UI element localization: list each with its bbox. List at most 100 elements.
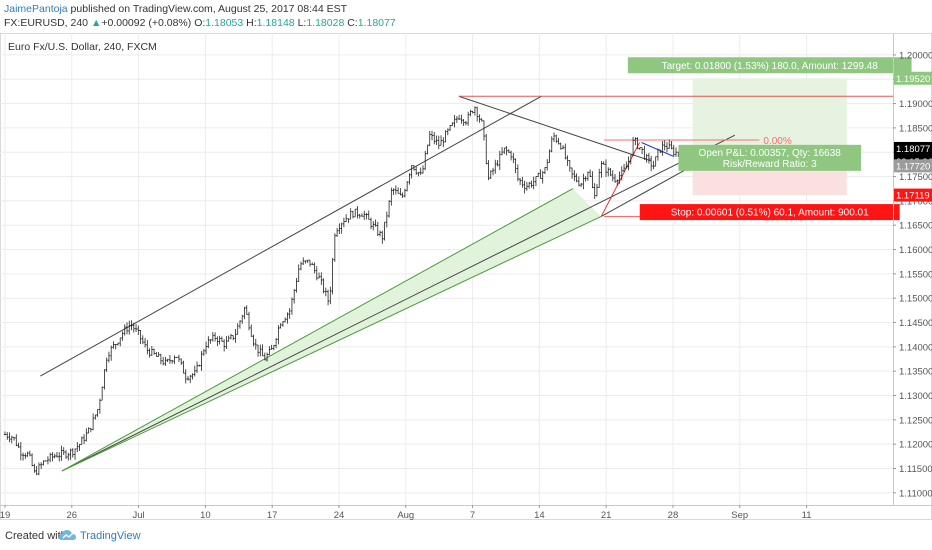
candle <box>498 150 501 171</box>
candle <box>645 153 648 163</box>
candle <box>89 427 92 433</box>
candle <box>345 214 348 223</box>
candle <box>268 346 271 356</box>
candle <box>195 361 199 374</box>
candle <box>369 217 373 230</box>
candle <box>148 348 151 358</box>
candle <box>374 219 377 227</box>
x-tick-label: 24 <box>334 510 345 520</box>
candle <box>446 128 449 136</box>
candle <box>500 147 504 156</box>
candle <box>189 374 192 384</box>
time-axis[interactable]: 19 26 Jul 10 17 24 Aug 7 14 21 28 Sep 11 <box>0 505 811 521</box>
candle <box>31 453 34 467</box>
y-tick-label: 1.17000 <box>899 196 932 207</box>
price-axis[interactable]: 1.200001.195001.190001.185001.180001.175… <box>893 50 932 499</box>
candle <box>299 261 303 271</box>
candle <box>656 148 660 161</box>
x-tick-label: 7 <box>470 510 475 520</box>
candle <box>216 336 219 347</box>
candle <box>259 344 262 357</box>
candle <box>232 335 235 341</box>
y-tick-label: 1.16000 <box>899 245 932 256</box>
candle <box>356 206 359 219</box>
candle <box>552 132 556 142</box>
chart-area[interactable]: 0.00%100.00%Target: 0.01800 (1.53%) 180.… <box>0 33 932 521</box>
candle <box>458 114 461 120</box>
target-label: Target: 0.01800 (1.53%) 180.0, Amount: 1… <box>662 61 879 72</box>
candle <box>340 222 343 234</box>
candle <box>403 188 406 198</box>
author-link[interactable]: JaimePantoja <box>4 3 68 15</box>
candle <box>546 159 549 171</box>
candle <box>672 145 675 158</box>
trendline-uptrend-support-lower <box>61 215 602 472</box>
candle <box>494 159 497 174</box>
candle <box>277 325 280 345</box>
tradingview-brand[interactable]: TradingView <box>80 530 141 542</box>
x-tick-label: 19 <box>0 510 10 520</box>
candle <box>399 187 402 196</box>
candle <box>473 106 477 116</box>
candle <box>670 140 673 150</box>
candle <box>265 352 269 362</box>
candle <box>284 317 287 323</box>
candle <box>202 348 205 356</box>
candle <box>598 168 601 188</box>
candle <box>421 165 425 174</box>
candle <box>94 414 97 420</box>
x-tick-label: 14 <box>534 510 545 520</box>
candle <box>96 409 99 417</box>
x-tick-label: 26 <box>67 510 78 520</box>
y-tick-label: 1.11500 <box>899 464 932 475</box>
candle <box>453 114 456 128</box>
candle <box>568 160 571 172</box>
candle <box>139 330 142 345</box>
candle <box>76 442 79 453</box>
low-label: L: <box>297 17 307 29</box>
candle <box>417 172 420 177</box>
close-value: 1.18077 <box>357 17 396 29</box>
candle <box>153 348 156 355</box>
candle <box>525 181 528 191</box>
candle <box>516 164 519 182</box>
trendline-triangle-top <box>458 95 652 162</box>
candle <box>295 277 298 293</box>
candle <box>250 324 253 337</box>
candle <box>46 456 50 465</box>
candle <box>406 181 409 192</box>
candle <box>663 140 666 151</box>
candle <box>279 323 282 329</box>
candle <box>71 448 74 458</box>
chart-svg[interactable]: 0.00%100.00%Target: 0.01800 (1.53%) 180.… <box>0 33 932 521</box>
candle <box>659 149 662 153</box>
candle <box>469 109 472 117</box>
candle <box>620 166 623 181</box>
candle <box>363 210 366 220</box>
candle <box>602 161 605 165</box>
y-tick-label: 1.17500 <box>899 172 932 183</box>
candle <box>146 340 149 355</box>
price-tag-entry: 1.17720 <box>896 161 930 172</box>
candle <box>467 111 470 126</box>
candle <box>162 356 165 366</box>
candle <box>347 218 350 224</box>
candle <box>448 124 452 131</box>
candle <box>134 323 138 332</box>
candle <box>275 337 278 349</box>
candle <box>487 160 490 181</box>
y-tick-label: 1.12500 <box>899 415 932 426</box>
candle <box>331 257 334 295</box>
candle <box>351 210 355 219</box>
candle <box>478 114 481 123</box>
candle <box>270 344 273 350</box>
candle <box>600 160 603 178</box>
low-value: 1.18028 <box>306 17 345 29</box>
candle <box>539 169 542 179</box>
candle <box>311 262 314 266</box>
candle <box>234 329 237 343</box>
candle <box>439 135 443 146</box>
candle <box>85 428 88 442</box>
drawing-lines[interactable] <box>40 95 893 472</box>
candle <box>184 369 187 384</box>
